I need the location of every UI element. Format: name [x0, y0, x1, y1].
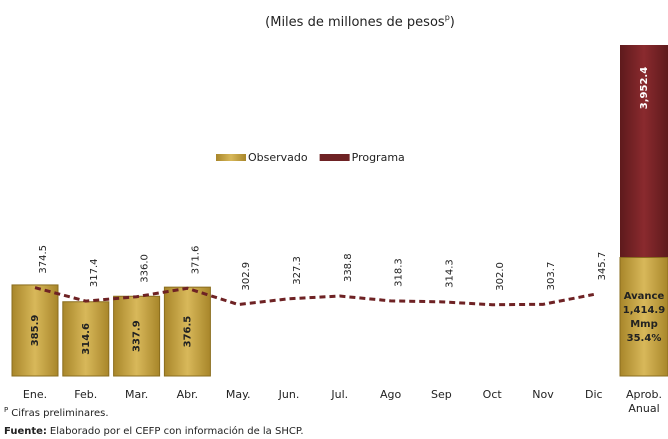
legend-label: Observado — [248, 151, 308, 164]
x-tick-label: Abr. — [177, 388, 199, 401]
source: Fuente: Elaborado por el CEFP con informa… — [4, 425, 304, 437]
annual-total-label: 3,952.4 — [639, 67, 650, 109]
x-tick-label: Jun. — [278, 388, 300, 401]
line-label: 371.6 — [190, 246, 201, 275]
bar-label: 337.9 — [132, 320, 143, 352]
line — [34, 286, 595, 307]
annual-avance-label: 1,414.9 — [623, 305, 665, 316]
x-tick-label: May. — [226, 388, 251, 401]
chart-title: (Miles de millones de pesosp) — [265, 13, 455, 30]
bar — [11, 284, 59, 377]
x-tick-label: Ago — [380, 388, 402, 401]
x-tick-label: Jul. — [330, 388, 348, 401]
note: P Cifras preliminares. — [4, 406, 109, 419]
x-tick-label: Mar. — [125, 388, 148, 401]
line-label: 338.8 — [343, 253, 354, 282]
annual-avance-label: Mmp — [630, 319, 658, 330]
x-tick-label: Anual — [628, 402, 659, 415]
x-tick-label: Aprob. — [626, 388, 662, 401]
line-label: 302.0 — [495, 262, 506, 291]
line-label: 314.3 — [444, 259, 455, 288]
x-tick-label: Oct — [483, 388, 503, 401]
title-main: (Miles de millones de pesos — [265, 15, 445, 30]
line-label: 374.5 — [38, 245, 49, 274]
legend-swatch — [216, 154, 246, 161]
x-tick-label: Nov — [532, 388, 554, 401]
bar — [113, 295, 161, 377]
legend-label: Programa — [352, 151, 405, 164]
source-text: Elaborado por el CEFP con información de… — [50, 425, 304, 437]
annual-avance — [619, 257, 668, 377]
line-label: 318.3 — [394, 258, 405, 287]
x-tick-label: Dic — [585, 388, 603, 401]
line-label: 302.9 — [241, 262, 252, 291]
note-sup: P — [4, 406, 8, 414]
title-end: ) — [450, 15, 455, 30]
line-label: 303.7 — [546, 262, 557, 291]
x-tick-label: Feb. — [74, 388, 97, 401]
bar — [62, 301, 110, 377]
note-text: Cifras preliminares. — [11, 408, 108, 419]
line-label: 336.0 — [140, 254, 151, 283]
source-label: Fuente: — [4, 426, 47, 437]
line-label: 317.4 — [89, 258, 100, 287]
bar-label: 314.6 — [81, 323, 92, 355]
x-tick-label: Ene. — [23, 388, 47, 401]
x-tick-label: Sep — [431, 388, 452, 401]
bar — [163, 286, 211, 377]
line-label: 327.3 — [292, 256, 303, 285]
annual-avance-label: 35.4% — [627, 333, 662, 344]
annual-total — [620, 45, 668, 258]
legend-swatch — [319, 154, 350, 161]
bar-label: 376.5 — [182, 316, 193, 348]
bar-label: 385.9 — [30, 315, 41, 347]
annual-avance-label: Avance — [624, 291, 665, 302]
title-sup: p — [445, 13, 450, 22]
line-label: 345.7 — [597, 252, 608, 281]
